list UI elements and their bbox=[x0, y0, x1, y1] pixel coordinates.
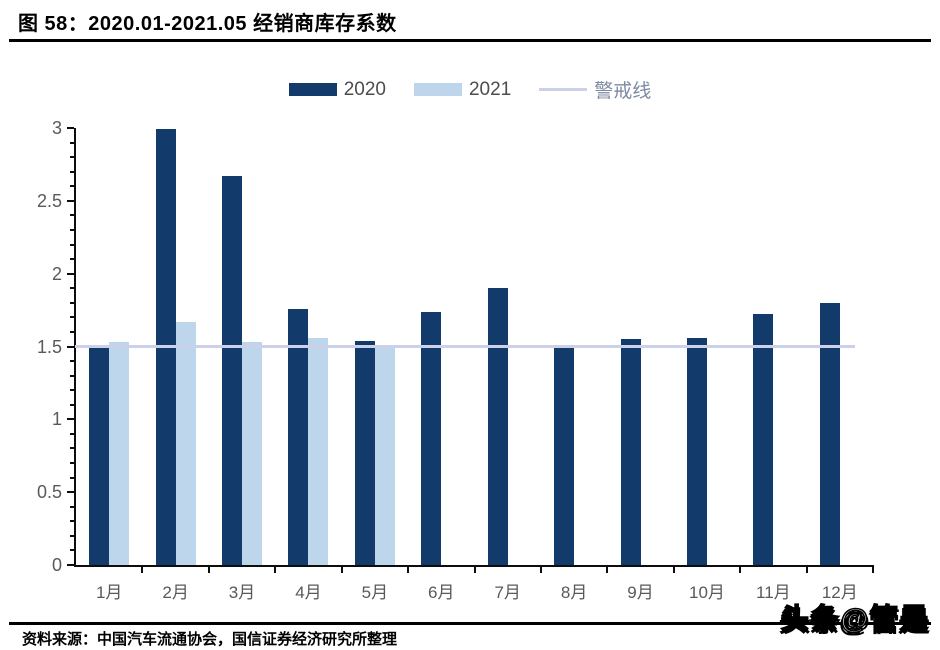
warning-line bbox=[75, 345, 855, 348]
legend-label-2020: 2020 bbox=[343, 78, 386, 100]
bar-2020-11月 bbox=[753, 314, 774, 565]
y-axis-label: 3 bbox=[51, 118, 62, 138]
x-axis-tick bbox=[872, 567, 874, 573]
y-minor-tick bbox=[70, 243, 74, 246]
data-source-note: 资料来源：中国汽车流通协会，国信证券经济研究所整理 bbox=[22, 631, 398, 648]
x-axis-label-10月: 10月 bbox=[688, 583, 725, 602]
x-axis-tick bbox=[672, 567, 675, 573]
bar-2020-8月 bbox=[554, 347, 575, 565]
y-major-tick bbox=[67, 127, 74, 129]
x-axis-tick bbox=[274, 567, 277, 573]
y-minor-tick bbox=[70, 330, 74, 333]
y-minor-tick bbox=[70, 534, 74, 537]
y-axis-label: 2 bbox=[51, 263, 62, 284]
y-major-tick bbox=[67, 199, 74, 202]
y-minor-tick bbox=[70, 316, 74, 319]
y-axis-label: 0.5 bbox=[36, 482, 62, 503]
x-axis-tick bbox=[340, 567, 343, 573]
y-minor-tick bbox=[70, 447, 74, 450]
x-axis-tick bbox=[473, 567, 476, 573]
y-minor-tick bbox=[70, 360, 74, 363]
x-axis-label-1月: 1月 bbox=[95, 583, 123, 602]
x-axis-label-3月: 3月 bbox=[228, 583, 256, 602]
x-axis-label-12月: 12月 bbox=[821, 583, 858, 602]
y-major-tick bbox=[67, 564, 74, 566]
legend-swatch-2020 bbox=[288, 83, 337, 96]
x-axis-tick bbox=[141, 567, 144, 573]
y-major-tick bbox=[67, 491, 74, 494]
x-axis-label-9月: 9月 bbox=[627, 583, 654, 602]
y-major-tick bbox=[67, 272, 74, 275]
chart-legend: 2020 2021 警戒线 bbox=[0, 76, 940, 103]
x-axis-label-6月: 6月 bbox=[428, 583, 455, 602]
x-axis-label-4月: 4月 bbox=[295, 583, 322, 602]
y-axis-label: 1 bbox=[51, 409, 62, 430]
x-axis-tick bbox=[207, 567, 210, 573]
x-axis-tick bbox=[606, 567, 609, 573]
bar-2020-3月 bbox=[222, 176, 243, 565]
bar-2020-10月 bbox=[686, 337, 707, 565]
y-minor-tick bbox=[70, 520, 74, 523]
x-axis-label-8月: 8月 bbox=[560, 583, 588, 602]
title-divider bbox=[9, 39, 931, 42]
bar-2021-1月 bbox=[109, 342, 130, 565]
y-minor-tick bbox=[70, 185, 74, 188]
x-axis-label-5月: 5月 bbox=[361, 583, 389, 602]
legend-label-2021: 2021 bbox=[468, 78, 512, 100]
y-minor-tick bbox=[70, 170, 74, 173]
y-minor-tick bbox=[70, 228, 74, 231]
legend-swatch-warning-line bbox=[539, 88, 588, 91]
y-minor-tick bbox=[70, 549, 74, 552]
y-minor-tick bbox=[70, 301, 74, 304]
bar-2021-3月 bbox=[242, 342, 263, 565]
bar-2020-6月 bbox=[421, 311, 442, 565]
legend-swatch-2021 bbox=[413, 83, 462, 96]
footer-divider bbox=[9, 622, 931, 625]
legend-item-warning-line: 警戒线 bbox=[539, 76, 651, 103]
y-minor-tick bbox=[70, 403, 74, 406]
y-minor-tick bbox=[70, 287, 74, 290]
bar-2020-7月 bbox=[487, 288, 508, 565]
bar-2021-2月 bbox=[175, 321, 196, 565]
bar-2021-5月 bbox=[374, 346, 395, 565]
x-axis-label-2月: 2月 bbox=[162, 583, 189, 602]
bar-2020-12月 bbox=[819, 302, 840, 565]
legend-label-warning-line: 警戒线 bbox=[594, 81, 652, 102]
x-axis-tick bbox=[739, 567, 742, 573]
bar-2020-9月 bbox=[620, 339, 641, 565]
y-axis-label: 1.5 bbox=[36, 336, 62, 357]
x-axis-line bbox=[74, 565, 874, 567]
toutiao-watermark: 头条@管是 bbox=[780, 602, 930, 635]
bar-2020-5月 bbox=[354, 340, 375, 565]
bar-2020-1月 bbox=[89, 347, 110, 565]
x-axis-tick bbox=[805, 567, 808, 573]
y-minor-tick bbox=[70, 141, 74, 144]
y-axis-label: 2.5 bbox=[36, 190, 62, 211]
bar-2020-4月 bbox=[288, 308, 309, 565]
y-major-tick bbox=[67, 345, 74, 348]
y-minor-tick bbox=[70, 389, 74, 392]
y-minor-tick bbox=[70, 505, 74, 508]
legend-item-2021: 2021 bbox=[413, 78, 512, 101]
x-axis-tick bbox=[407, 567, 410, 573]
figure-title: 图 58：2020.01-2021.05 经销商库存系数 bbox=[18, 13, 397, 35]
x-axis-label-11月: 11月 bbox=[756, 583, 791, 602]
y-minor-tick bbox=[70, 214, 74, 217]
y-minor-tick bbox=[70, 462, 74, 465]
y-minor-tick bbox=[70, 432, 74, 435]
x-axis-tick bbox=[539, 567, 542, 573]
y-axis-label: 0 bbox=[51, 555, 62, 575]
y-minor-tick bbox=[70, 476, 74, 479]
bar-2021-4月 bbox=[308, 337, 329, 565]
legend-item-2020: 2020 bbox=[288, 78, 386, 101]
y-minor-tick bbox=[70, 156, 74, 159]
y-major-tick bbox=[67, 418, 74, 421]
y-minor-tick bbox=[70, 374, 74, 377]
y-minor-tick bbox=[70, 258, 74, 261]
x-axis-label-7月: 7月 bbox=[494, 583, 521, 602]
